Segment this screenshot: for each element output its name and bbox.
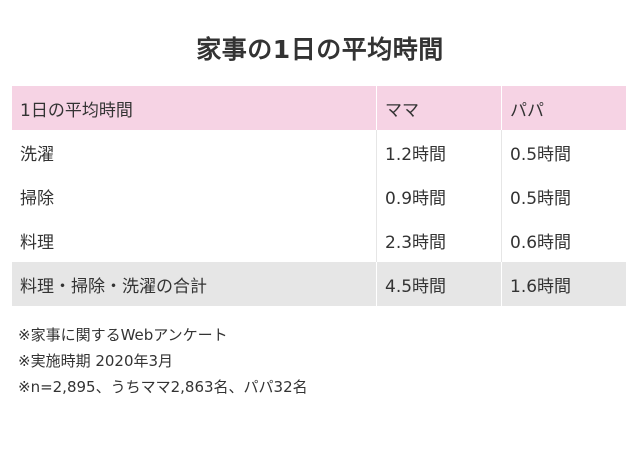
row-label: 料理 [20,232,54,253]
table-total-row: 料理・掃除・洗濯の合計 4.5時間 1.6時間 [12,262,626,306]
header-papa-cell: パパ [501,86,626,130]
table-header-row: 1日の平均時間 ママ パパ [12,86,626,130]
table-row: 掃除 0.9時間 0.5時間 [12,174,626,218]
table-row: 料理 2.3時間 0.6時間 [12,218,626,262]
row-mama-value: 2.3時間 [376,218,502,262]
row-label: 掃除 [20,188,54,209]
housework-time-table: 1日の平均時間 ママ パパ 洗濯 1.2時間 0.5時間 掃除 0.9時間 0.… [12,86,626,306]
page-title: 家事の1日の平均時間 [196,35,444,64]
header-label-cell: 1日の平均時間 [12,86,377,130]
total-mama-value: 4.5時間 [376,262,502,306]
row-papa-value: 0.6時間 [501,218,626,262]
row-papa-value: 0.5時間 [501,130,626,174]
footnote-sample-size: ※n=2,895、うちママ2,863名、パパ32名 [18,378,308,396]
row-label: 洗濯 [20,144,54,165]
total-label: 料理・掃除・洗濯の合計 [12,262,377,306]
footnotes: ※家事に関するWebアンケート ※実施時期 2020年3月 ※n=2,895、う… [18,322,308,400]
row-papa-value: 0.5時間 [501,174,626,218]
table-row: 洗濯 1.2時間 0.5時間 [12,130,626,174]
footnote-period: ※実施時期 2020年3月 [18,352,174,370]
total-papa-value: 1.6時間 [501,262,626,306]
row-mama-value: 1.2時間 [376,130,502,174]
header-mama-cell: ママ [376,86,502,130]
row-mama-value: 0.9時間 [376,174,502,218]
footnote-survey: ※家事に関するWebアンケート [18,326,228,344]
